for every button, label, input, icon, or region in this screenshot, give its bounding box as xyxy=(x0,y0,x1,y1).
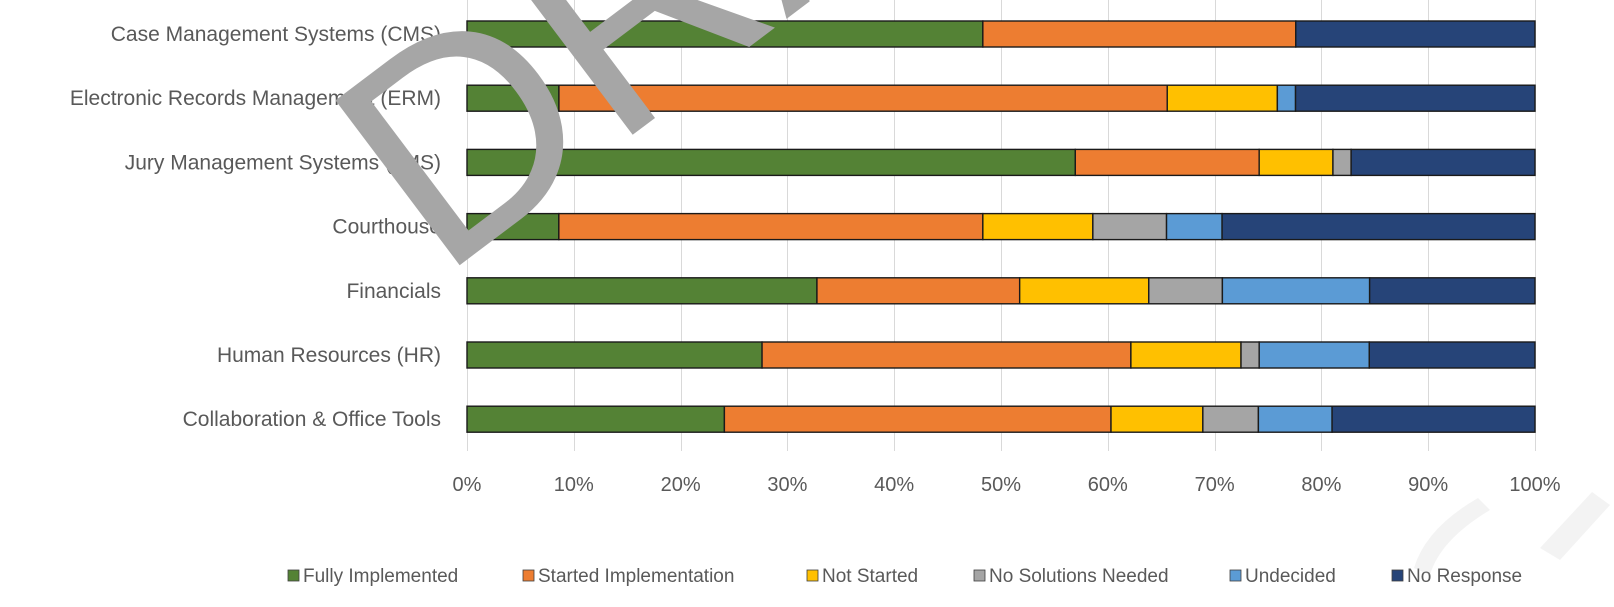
x-tick-label: 20% xyxy=(661,474,701,496)
bar-row xyxy=(466,20,1536,48)
bar-segment xyxy=(1368,277,1536,305)
legend-item: Fully Implemented xyxy=(287,566,458,587)
bar-row xyxy=(466,84,1536,112)
bar-segment xyxy=(1240,341,1260,369)
legend-swatch xyxy=(1229,569,1242,582)
legend-label: No Response xyxy=(1407,566,1522,587)
x-tick-label: 30% xyxy=(767,474,807,496)
bar-segment xyxy=(982,212,1094,241)
bar-row xyxy=(466,148,1536,177)
x-tick-label: 60% xyxy=(1088,474,1128,496)
category-label: Case Management Systems (CMS) xyxy=(111,23,441,46)
legend-swatch xyxy=(1391,569,1404,582)
bar-segment xyxy=(1110,405,1204,433)
bar-segment xyxy=(723,405,1112,433)
category-label: Jury Management Systems (JMS) xyxy=(125,151,441,174)
bar-segment xyxy=(466,277,818,305)
bar-segment xyxy=(558,84,1168,112)
bar-segment xyxy=(466,341,763,369)
x-tick-label: 40% xyxy=(874,474,914,496)
bar-segment xyxy=(1332,148,1352,177)
legend-item: No Response xyxy=(1391,566,1522,587)
legend-swatch xyxy=(806,569,819,582)
x-tick-label: 10% xyxy=(554,474,594,496)
bar-row xyxy=(466,212,1536,241)
legend-item: No Solutions Needed xyxy=(973,566,1169,587)
x-tick-label: 80% xyxy=(1301,474,1341,496)
bar-segment xyxy=(1018,277,1150,305)
legend-item: Started Implementation xyxy=(522,566,734,587)
bar-segment xyxy=(1202,405,1260,433)
bar-segment xyxy=(1166,84,1279,112)
category-label: Courthouse xyxy=(332,216,441,239)
category-label: Collaboration & Office Tools xyxy=(183,408,441,431)
x-tick-label: 100% xyxy=(1509,474,1560,496)
bar-segment xyxy=(1294,84,1536,112)
legend-item: Not Started xyxy=(806,566,918,587)
legend-label: No Solutions Needed xyxy=(989,566,1169,587)
category-labels: Case Management Systems (CMS) Electronic … xyxy=(70,23,441,431)
legend-item: Undecided xyxy=(1229,566,1336,587)
bar-segment xyxy=(1258,341,1370,369)
legend-label: Not Started xyxy=(822,566,918,587)
bar-segment xyxy=(1221,277,1371,305)
bar-segment xyxy=(1276,84,1297,112)
bar-row xyxy=(466,405,1536,433)
bar-segment xyxy=(1295,20,1536,48)
watermark-fragment xyxy=(1540,492,1610,560)
bar-segment xyxy=(1257,405,1333,433)
bar-segment xyxy=(1165,212,1223,241)
category-label: Electronic Records Management (ERM) xyxy=(70,87,441,110)
bar-segment xyxy=(982,20,1297,48)
bar-segment xyxy=(466,20,984,48)
bar-segment xyxy=(1074,148,1260,177)
bar-row xyxy=(466,277,1536,305)
bar-segment xyxy=(1368,341,1536,369)
bar-segment xyxy=(1130,341,1242,369)
bar-segment xyxy=(1350,148,1536,177)
category-label: Human Resources (HR) xyxy=(217,344,441,367)
legend-label: Fully Implemented xyxy=(303,566,458,587)
legend-swatch xyxy=(973,569,986,582)
bar-row xyxy=(466,341,1536,369)
bar-segment xyxy=(1092,212,1168,241)
bars xyxy=(466,20,1536,433)
x-axis-tick-labels: 0% 10% 20% 30% 40% 50% 60% 70% 80% 90% 100% xyxy=(453,474,1561,496)
bar-segment xyxy=(466,84,560,112)
watermark-fragment xyxy=(1414,498,1490,575)
legend-swatch xyxy=(522,569,535,582)
bar-segment xyxy=(466,148,1077,177)
bar-segment xyxy=(1258,148,1334,177)
x-tick-label: 50% xyxy=(981,474,1021,496)
bar-segment xyxy=(466,405,726,433)
x-tick-label: 0% xyxy=(453,474,482,496)
bar-segment xyxy=(816,277,1021,305)
x-tick-label: 90% xyxy=(1408,474,1448,496)
x-tick-label: 70% xyxy=(1195,474,1235,496)
bar-segment xyxy=(761,341,1132,369)
bar-segment xyxy=(1331,405,1536,433)
category-label: Financials xyxy=(346,280,441,303)
bar-segment xyxy=(1148,277,1224,305)
draft-watermark-fragment xyxy=(1414,492,1610,575)
legend-label: Started Implementation xyxy=(538,566,734,587)
bar-segment xyxy=(1221,212,1536,241)
legend: Fully Implemented Started Implementation N… xyxy=(287,566,1522,587)
legend-label: Undecided xyxy=(1245,566,1336,587)
legend-swatch xyxy=(287,569,300,582)
